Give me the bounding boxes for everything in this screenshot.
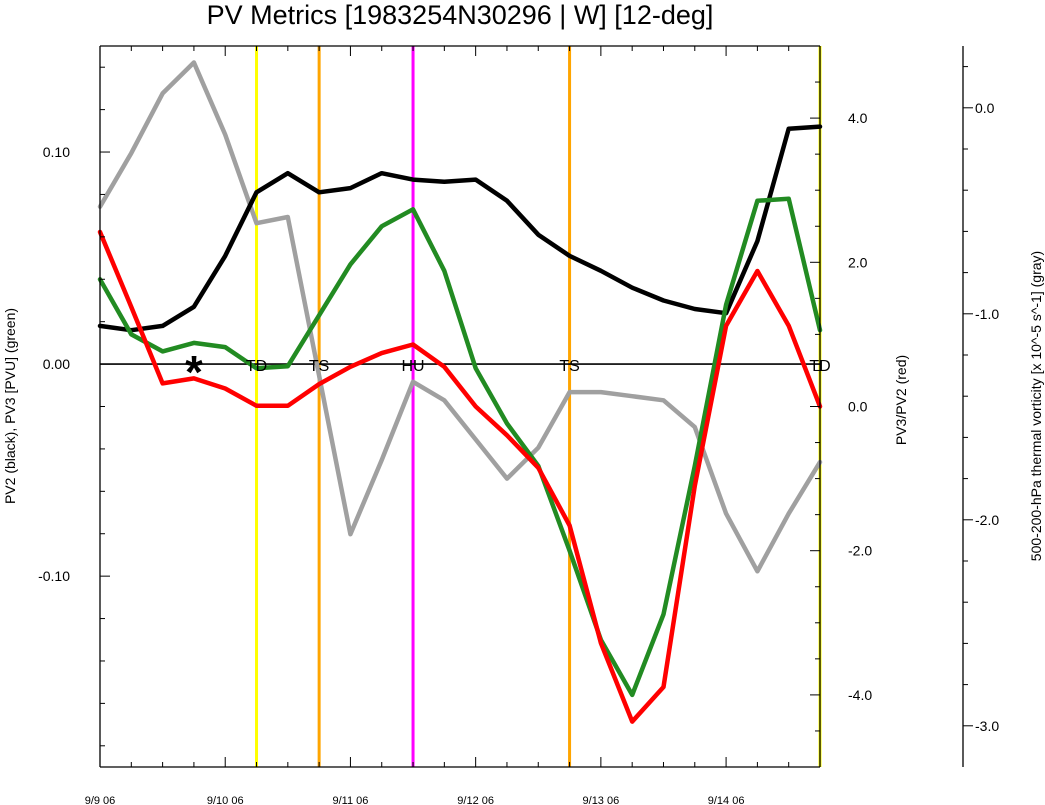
tick-labels: 9/9 06 9/10 06 9/11 06 9/12 06 9/13 06 9/14 0… — [38, 100, 999, 805]
y-right-tick-label: 4.0 — [848, 110, 868, 126]
x-tick-label: 9/14 06 — [708, 795, 745, 805]
y-left-tick-label: 0.00 — [43, 356, 70, 372]
chart-title: PV Metrics [1983254N30296 | W] [12-deg] — [207, 0, 714, 30]
y-axis-label-right: PV3/PV2 (red) — [893, 355, 909, 445]
x-tick-label: 9/9 06 — [85, 795, 116, 805]
y-right-tick-label: -4.0 — [848, 687, 872, 703]
genesis-marker: * — [185, 346, 203, 398]
series-pv3-green — [97, 196, 823, 698]
y-far-right-tick-label: -1.0 — [975, 306, 999, 322]
stage-label-4: TD — [809, 358, 830, 375]
stage-label-2: HU — [401, 358, 424, 375]
y-right-tick-label: 0.0 — [848, 399, 868, 415]
x-tick-label: 9/10 06 — [207, 795, 244, 805]
annotations: TD TS HU TS TD * — [185, 346, 831, 398]
x-tick-label: 9/12 06 — [457, 795, 494, 805]
stage-label-0: TD — [246, 358, 267, 375]
y-axis-label-left: PV2 (black), PV3 [PVU] (green) — [2, 308, 18, 504]
axis-ticks — [99, 46, 973, 767]
series-lines — [97, 60, 823, 724]
x-tick-label: 9/11 06 — [332, 795, 368, 805]
y-right-tick-label: -2.0 — [848, 543, 872, 559]
series-pv2-black — [97, 124, 823, 333]
plot-frame — [99, 45, 964, 768]
y-far-right-tick-label: -2.0 — [975, 512, 999, 528]
y-left-tick-label: 0.10 — [43, 144, 70, 160]
x-tick-label: 9/13 06 — [583, 795, 620, 805]
y-axis-label-far-right: 500-200-hPa thermal vorticity [x 10^-5 s… — [1028, 251, 1044, 561]
stage-label-3: TS — [559, 358, 579, 375]
series-ratio-red — [97, 229, 823, 724]
y-left-tick-label: -0.10 — [38, 568, 70, 584]
y-far-right-tick-label: -3.0 — [975, 718, 999, 734]
y-right-tick-label: 2.0 — [848, 254, 868, 270]
y-far-right-tick-label: 0.0 — [975, 100, 995, 116]
stage-label-1: TS — [309, 358, 329, 375]
